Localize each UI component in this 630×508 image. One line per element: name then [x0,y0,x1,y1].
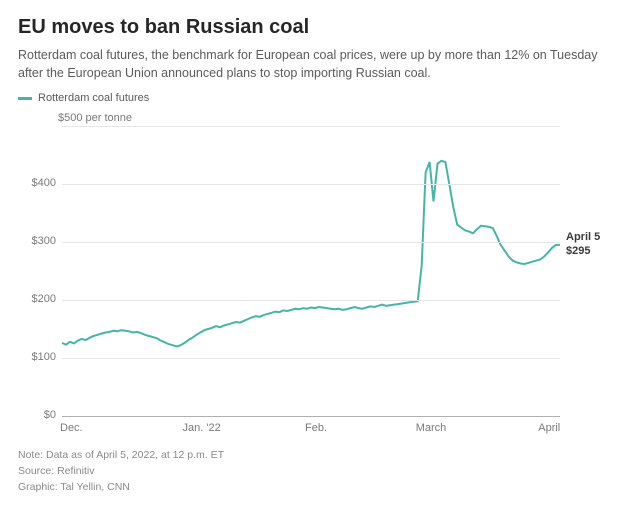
line-plot [18,110,620,446]
legend: Rotterdam coal futures [18,92,612,104]
y-tick-label: $500 per tonne [58,112,132,124]
chart-footer: Note: Data as of April 5, 2022, at 12 p.… [18,448,612,495]
footer-note: Note: Data as of April 5, 2022, at 12 p.… [18,448,612,464]
chart-subtitle: Rotterdam coal futures, the benchmark fo… [18,47,612,82]
chart-area: April 5 $295 $0 $100 $200 $300 $400 $500 per … [18,110,612,440]
x-tick-label: Dec. [60,422,83,434]
y-tick-label: $400 [18,177,56,189]
chart-title: EU moves to ban Russian coal [18,16,612,39]
end-annotation: April 5 $295 [566,231,600,259]
y-tick-label: $300 [18,235,56,247]
end-value: $295 [566,245,600,259]
gridline [62,184,560,185]
footer-graphic: Graphic: Tal Yellin, CNN [18,480,612,496]
gridline [62,300,560,301]
gridline [62,242,560,243]
footer-source: Source: Refinitiv [18,464,612,480]
y-tick-label: $100 [18,351,56,363]
gridline [62,126,560,127]
y-tick-label: $200 [18,293,56,305]
gridline [62,358,560,359]
end-date: April 5 [566,231,600,245]
x-tick-label: Feb. [305,422,327,434]
legend-label: Rotterdam coal futures [38,92,149,104]
x-tick-label: April [538,422,560,434]
legend-swatch [18,97,32,100]
x-tick-label: March [416,422,447,434]
series-line [62,161,560,347]
x-tick-label: Jan. '22 [183,422,221,434]
gridline [62,416,560,417]
y-tick-label: $0 [18,409,56,421]
chart-container: EU moves to ban Russian coal Rotterdam c… [0,0,630,505]
